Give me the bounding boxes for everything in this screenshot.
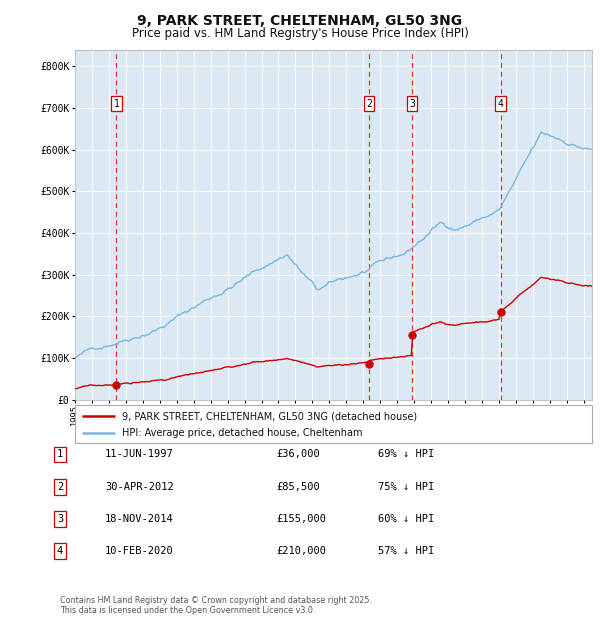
Text: £85,500: £85,500 (276, 482, 320, 492)
Text: 2: 2 (366, 99, 372, 109)
Text: 60% ↓ HPI: 60% ↓ HPI (378, 514, 434, 524)
Text: £155,000: £155,000 (276, 514, 326, 524)
Text: Price paid vs. HM Land Registry's House Price Index (HPI): Price paid vs. HM Land Registry's House … (131, 27, 469, 40)
Text: 4: 4 (57, 546, 63, 556)
Text: HPI: Average price, detached house, Cheltenham: HPI: Average price, detached house, Chel… (122, 428, 363, 438)
Text: 11-JUN-1997: 11-JUN-1997 (105, 450, 174, 459)
Text: 9, PARK STREET, CHELTENHAM, GL50 3NG (detached house): 9, PARK STREET, CHELTENHAM, GL50 3NG (de… (122, 412, 418, 422)
Text: 1: 1 (57, 450, 63, 459)
Text: 75% ↓ HPI: 75% ↓ HPI (378, 482, 434, 492)
Text: 30-APR-2012: 30-APR-2012 (105, 482, 174, 492)
Text: 18-NOV-2014: 18-NOV-2014 (105, 514, 174, 524)
Text: 3: 3 (409, 99, 415, 109)
Text: 10-FEB-2020: 10-FEB-2020 (105, 546, 174, 556)
Text: 4: 4 (498, 99, 504, 109)
Text: 69% ↓ HPI: 69% ↓ HPI (378, 450, 434, 459)
Text: 3: 3 (57, 514, 63, 524)
Text: Contains HM Land Registry data © Crown copyright and database right 2025.
This d: Contains HM Land Registry data © Crown c… (60, 596, 372, 615)
Text: 57% ↓ HPI: 57% ↓ HPI (378, 546, 434, 556)
Text: 2: 2 (57, 482, 63, 492)
Text: £36,000: £36,000 (276, 450, 320, 459)
Text: 9, PARK STREET, CHELTENHAM, GL50 3NG: 9, PARK STREET, CHELTENHAM, GL50 3NG (137, 14, 463, 28)
Text: £210,000: £210,000 (276, 546, 326, 556)
Text: 1: 1 (113, 99, 119, 109)
